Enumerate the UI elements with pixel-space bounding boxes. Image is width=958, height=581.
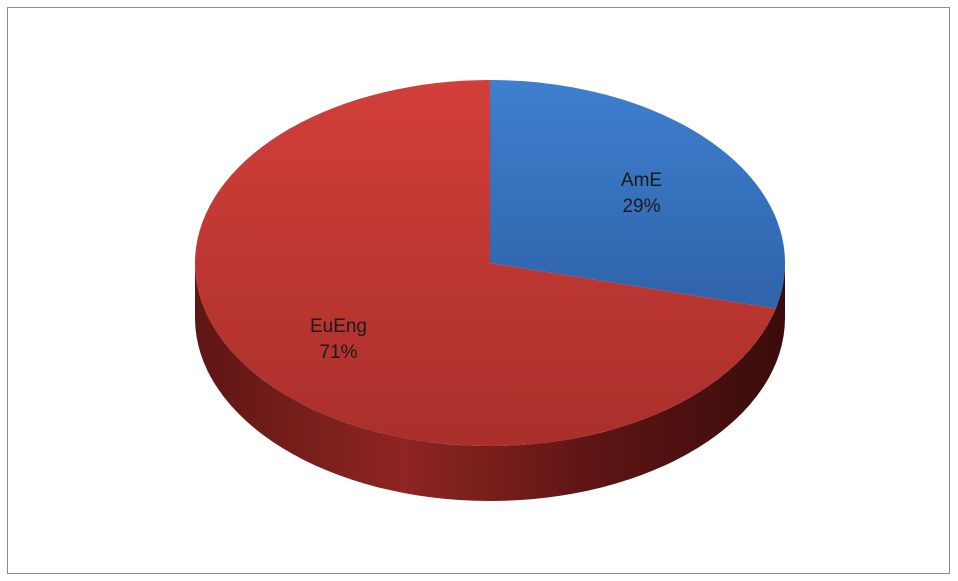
pie-slice-eueng [194, 80, 776, 446]
slice-category-label: AmE [621, 170, 662, 191]
pie-slice-ame [490, 80, 786, 309]
pie-side-wall [195, 263, 785, 501]
slice-percent-label: 29% [622, 196, 660, 217]
slice-category-label: EuEng [310, 316, 367, 337]
slice-percent-label: 71% [319, 342, 357, 363]
